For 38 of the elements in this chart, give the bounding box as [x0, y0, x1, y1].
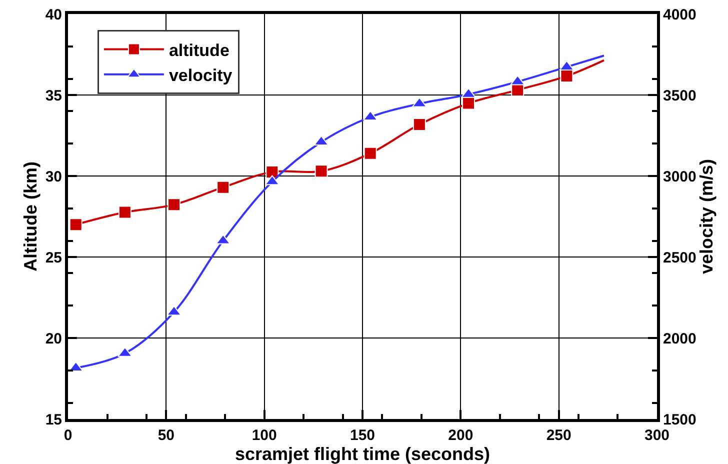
y-axis-title: Altitude (km): [20, 162, 41, 272]
point: [266, 165, 279, 178]
y2-tick-label: 3500: [663, 87, 696, 104]
y-tick-label: 15: [45, 411, 62, 428]
y2-tick-label: 1500: [663, 411, 696, 428]
y2-axis-title: velocity (m/s): [696, 158, 716, 274]
point: [118, 346, 132, 357]
point: [560, 70, 574, 83]
x-tick-label: 150: [350, 427, 376, 444]
point: [462, 96, 476, 110]
y-tick-label: 30: [45, 168, 62, 186]
y-tick-label: 20: [45, 330, 62, 348]
point: [461, 88, 476, 98]
point: [166, 306, 182, 316]
legend-label: altitude: [168, 40, 230, 60]
x-tick-label: 50: [158, 427, 175, 444]
point: [168, 198, 181, 212]
point: [69, 218, 82, 232]
point: [412, 97, 427, 108]
x-tick-label: 200: [448, 427, 474, 444]
x-axis-title: scramjet flight time (seconds): [234, 444, 490, 464]
y-tick-label: 40: [45, 6, 62, 24]
y2-tick-label: 4000: [663, 6, 696, 24]
y-tick-label: 25: [45, 249, 62, 266]
y2-tick-label: 2000: [663, 330, 696, 348]
x-tick-label: 0: [64, 427, 72, 444]
y2-tick-label: 2500: [663, 249, 696, 266]
legend-label: velocity: [168, 66, 233, 85]
point: [364, 146, 377, 160]
point: [118, 206, 132, 219]
y2-tick-label: 3000: [663, 168, 696, 186]
point: [314, 164, 328, 178]
point: [216, 180, 230, 194]
x-tick-label: 300: [644, 427, 670, 444]
x-tick-label: 100: [252, 427, 277, 444]
y-tick-label: 35: [45, 87, 62, 104]
x-tick-label: 250: [546, 427, 572, 444]
point: [412, 118, 426, 131]
